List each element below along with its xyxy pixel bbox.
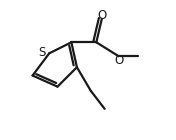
Text: O: O <box>98 9 107 22</box>
Text: S: S <box>38 46 45 59</box>
Text: O: O <box>114 53 123 66</box>
